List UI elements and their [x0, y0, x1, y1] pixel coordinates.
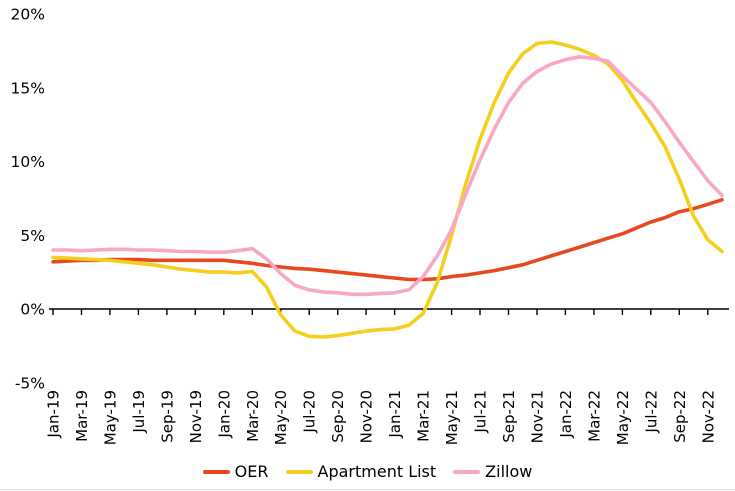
x-axis-tick-label: Jul-21	[472, 390, 490, 434]
x-axis-tick-label: Mar-19	[73, 390, 91, 442]
x-axis-tick-label: Mar-20	[244, 390, 262, 442]
legend-item-oer: OER	[202, 462, 269, 481]
x-axis-tick-label: Jul-20	[301, 390, 319, 434]
x-axis-tick-label: Jan-21	[386, 390, 404, 439]
x-axis-tick-label: Mar-22	[585, 390, 603, 442]
x-axis-tick-label: Nov-20	[358, 390, 376, 443]
x-axis-tick-label: Jan-22	[557, 390, 575, 439]
chart-legend: OER Apartment List Zillow	[0, 459, 735, 485]
legend-label-oer: OER	[234, 462, 269, 481]
x-axis-tick-label: Jul-22	[642, 390, 660, 434]
x-axis	[49, 308, 729, 315]
y-axis-tick-label: 5%	[20, 227, 45, 245]
legend-item-zillow: Zillow	[453, 464, 532, 480]
y-axis-tick-label: 10%	[11, 153, 45, 171]
x-axis-tick-label: Sep-22	[671, 390, 689, 443]
x-axis-tick-label: Nov-21	[528, 390, 546, 443]
x-axis-tick-label: Nov-19	[187, 390, 205, 443]
x-axis-tick-label: Nov-22	[699, 390, 717, 443]
x-axis-tick-label: Mar-21	[415, 390, 433, 442]
legend-item-apartment-list: Apartment List	[285, 462, 437, 481]
x-axis-tick-label: May-19	[101, 390, 119, 445]
y-axis-tick-label: -5%	[15, 374, 45, 392]
x-axis-tick-label: Jul-19	[130, 390, 148, 434]
x-axis-tick-label: Jan-19	[45, 390, 63, 439]
series-line-oer	[51, 198, 724, 282]
y-axis-tick-label: 20%	[11, 6, 45, 24]
bottom-divider	[0, 489, 735, 490]
legend-label-apartment-list: Apartment List	[317, 462, 437, 481]
x-axis-tick-label: Jan-20	[215, 390, 233, 439]
x-axis-tick-label: Sep-21	[500, 390, 518, 443]
x-axis-tick-label: May-20	[272, 390, 290, 445]
y-axis-tick-label: 0%	[20, 301, 45, 319]
legend-swatch-zillow	[453, 470, 481, 474]
x-axis-tick-label: Sep-20	[329, 390, 347, 443]
series-line-apartment-list	[51, 40, 724, 339]
x-axis-tick-label: May-22	[614, 390, 632, 445]
series-line-zillow	[51, 54, 724, 297]
legend-swatch-apartment-list	[285, 470, 313, 474]
legend-swatch-oer	[202, 470, 230, 474]
x-axis-tick-label: May-21	[443, 390, 461, 445]
legend-label-zillow: Zillow	[485, 462, 533, 481]
x-axis-tick-label: Sep-19	[158, 390, 176, 443]
y-axis-tick-label: 15%	[11, 79, 45, 97]
